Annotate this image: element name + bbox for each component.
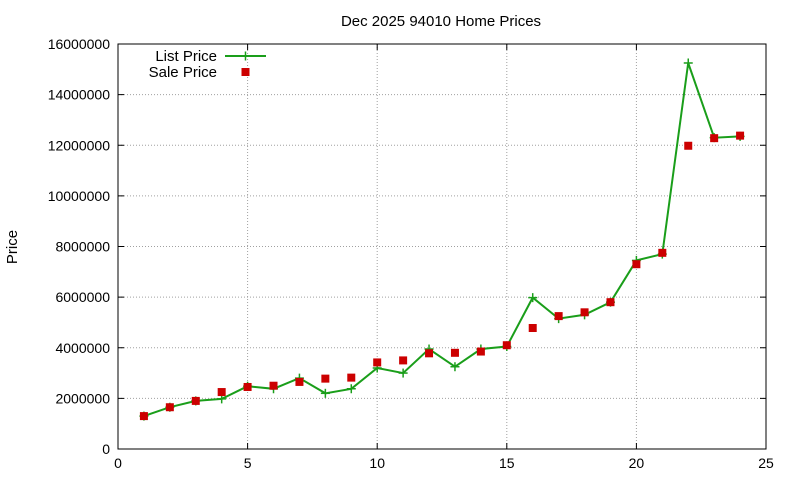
sale-price-point [632, 260, 641, 269]
grid-lines [118, 44, 766, 449]
legend-label: List Price [155, 48, 217, 65]
sale-price-point [736, 131, 745, 140]
list-price-point [346, 384, 356, 394]
chart-title: Dec 2025 94010 Home Prices [341, 13, 541, 30]
x-tick-label: 20 [629, 455, 645, 471]
sale-price-point [554, 312, 563, 321]
y-tick-label: 4000000 [55, 340, 110, 356]
series-layer [139, 58, 745, 421]
y-tick-label: 12000000 [48, 137, 111, 153]
list-price-point [683, 58, 693, 68]
sale-price-point [658, 248, 667, 257]
y-axis-title: Price [4, 230, 21, 264]
list-price-point [528, 293, 538, 303]
sale-price-point [684, 141, 693, 150]
x-tick-label: 25 [758, 455, 774, 471]
y-tick-label: 8000000 [55, 239, 110, 255]
x-tick-label: 0 [114, 455, 122, 471]
y-tick-label: 10000000 [48, 188, 111, 204]
sale-price-point [139, 412, 148, 421]
legend-label: Sale Price [149, 64, 217, 81]
sale-price-point [476, 347, 485, 356]
sale-price-point [502, 341, 511, 350]
sale-price-point [243, 382, 252, 391]
y-tick-label: 14000000 [48, 87, 111, 103]
y-tick-label: 0 [102, 441, 110, 457]
sale-price-point [580, 308, 589, 317]
axis-ticks: 0 5 10 15 20 25 0 2000000 4000000 6000000 8000000 1… [48, 36, 774, 471]
x-tick-label: 5 [244, 455, 252, 471]
sale-price-point [373, 358, 382, 367]
sale-price-point [269, 381, 278, 390]
sale-price-point [191, 396, 200, 405]
legend-square-swatch [241, 68, 250, 76]
sale-price-point [425, 349, 434, 358]
sale-price-point [321, 374, 330, 383]
sale-price-point [295, 377, 304, 386]
list-price-point [450, 362, 460, 372]
list-price-point [320, 388, 330, 398]
sale-price-point [399, 356, 408, 365]
sale-price-point [217, 388, 226, 397]
x-tick-label: 15 [499, 455, 515, 471]
sale-price-point [165, 403, 174, 412]
sale-price-point [450, 348, 459, 357]
y-tick-label: 2000000 [55, 390, 110, 406]
x-tick-label: 10 [369, 455, 385, 471]
list-price-point [398, 368, 408, 378]
sale-price-point [606, 298, 615, 307]
y-tick-label: 16000000 [48, 36, 111, 52]
sale-price-point [347, 373, 356, 382]
y-tick-label: 6000000 [55, 289, 110, 305]
sale-price-point [710, 134, 719, 143]
sale-price-point [528, 324, 537, 333]
list-price-line [143, 62, 741, 418]
